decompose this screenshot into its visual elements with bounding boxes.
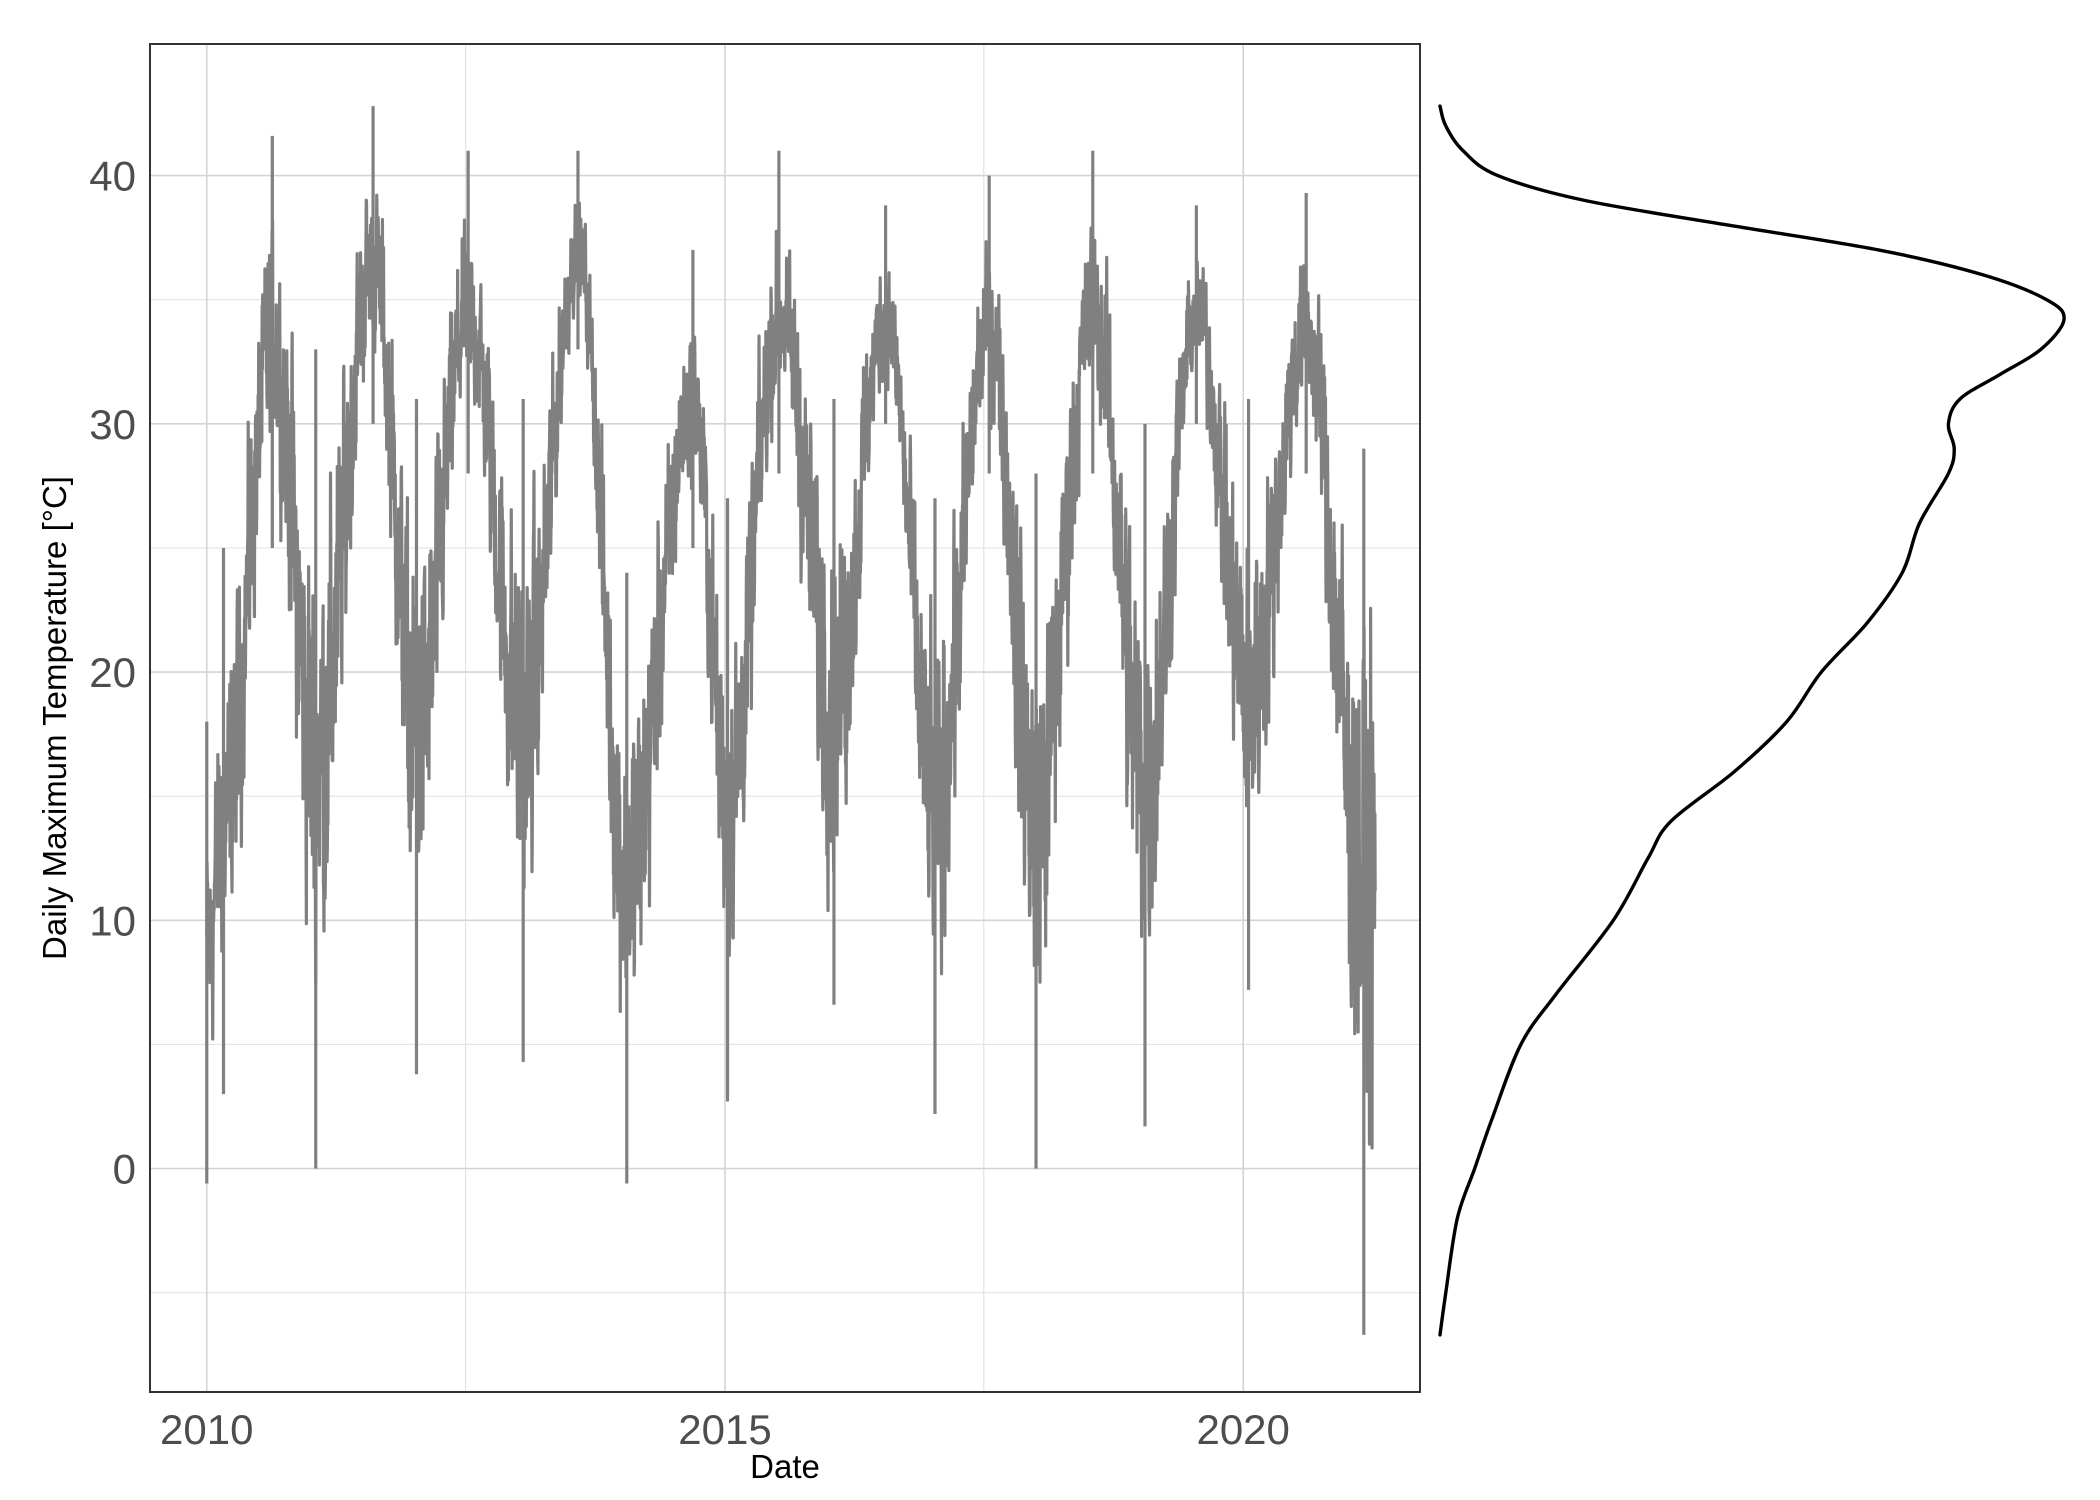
y-tick-label: 0	[113, 1146, 136, 1193]
daily-max-temperature-line	[205, 193, 1377, 1150]
timeseries-major-gridlines	[150, 44, 1420, 1392]
x-tick-label: 2010	[160, 1406, 253, 1453]
x-tick-label: 2020	[1196, 1406, 1289, 1453]
timeseries-series	[205, 106, 1377, 1335]
y-tick-label: 30	[89, 401, 136, 448]
x-tick-label: 2015	[678, 1406, 771, 1453]
density-curve	[1438, 104, 2066, 1337]
x-axis-tick-labels: 2010 2015 2020	[160, 1406, 1290, 1453]
y-axis-title: Daily Maximum Temperature [°C]	[36, 476, 73, 960]
timeseries-panel-border	[149, 43, 1421, 1393]
y-axis-tick-labels: 0 10 20 30 40	[89, 153, 136, 1193]
timeseries-minor-gridlines	[150, 44, 1420, 1392]
x-axis-title: Date	[750, 1448, 820, 1485]
y-tick-label: 40	[89, 153, 136, 200]
y-tick-label: 20	[89, 649, 136, 696]
y-tick-label: 10	[89, 897, 136, 944]
density-panel	[1438, 104, 2066, 1337]
